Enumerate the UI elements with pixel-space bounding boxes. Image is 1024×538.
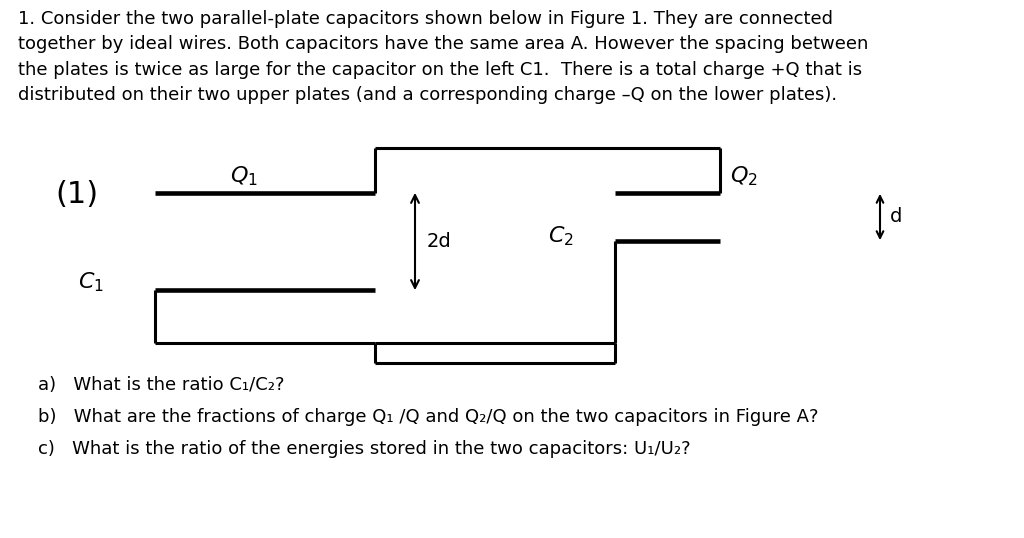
Text: d: d	[890, 208, 902, 226]
Text: b)   What are the fractions of charge Q₁ /Q and Q₂/Q on the two capacitors in Fi: b) What are the fractions of charge Q₁ /…	[38, 408, 818, 426]
Text: $Q_2$: $Q_2$	[730, 165, 758, 188]
Text: c)   What is the ratio of the energies stored in the two capacitors: U₁/U₂?: c) What is the ratio of the energies sto…	[38, 440, 690, 458]
Text: (1): (1)	[55, 180, 98, 209]
Text: 2d: 2d	[427, 232, 452, 251]
Text: $C_1$: $C_1$	[78, 270, 103, 294]
Text: 1. Consider the two parallel-plate capacitors shown below in Figure 1. They are : 1. Consider the two parallel-plate capac…	[18, 10, 868, 104]
Text: a)   What is the ratio C₁/C₂?: a) What is the ratio C₁/C₂?	[38, 376, 285, 394]
Text: $Q_1$: $Q_1$	[230, 165, 258, 188]
Text: $C_2$: $C_2$	[548, 224, 573, 248]
